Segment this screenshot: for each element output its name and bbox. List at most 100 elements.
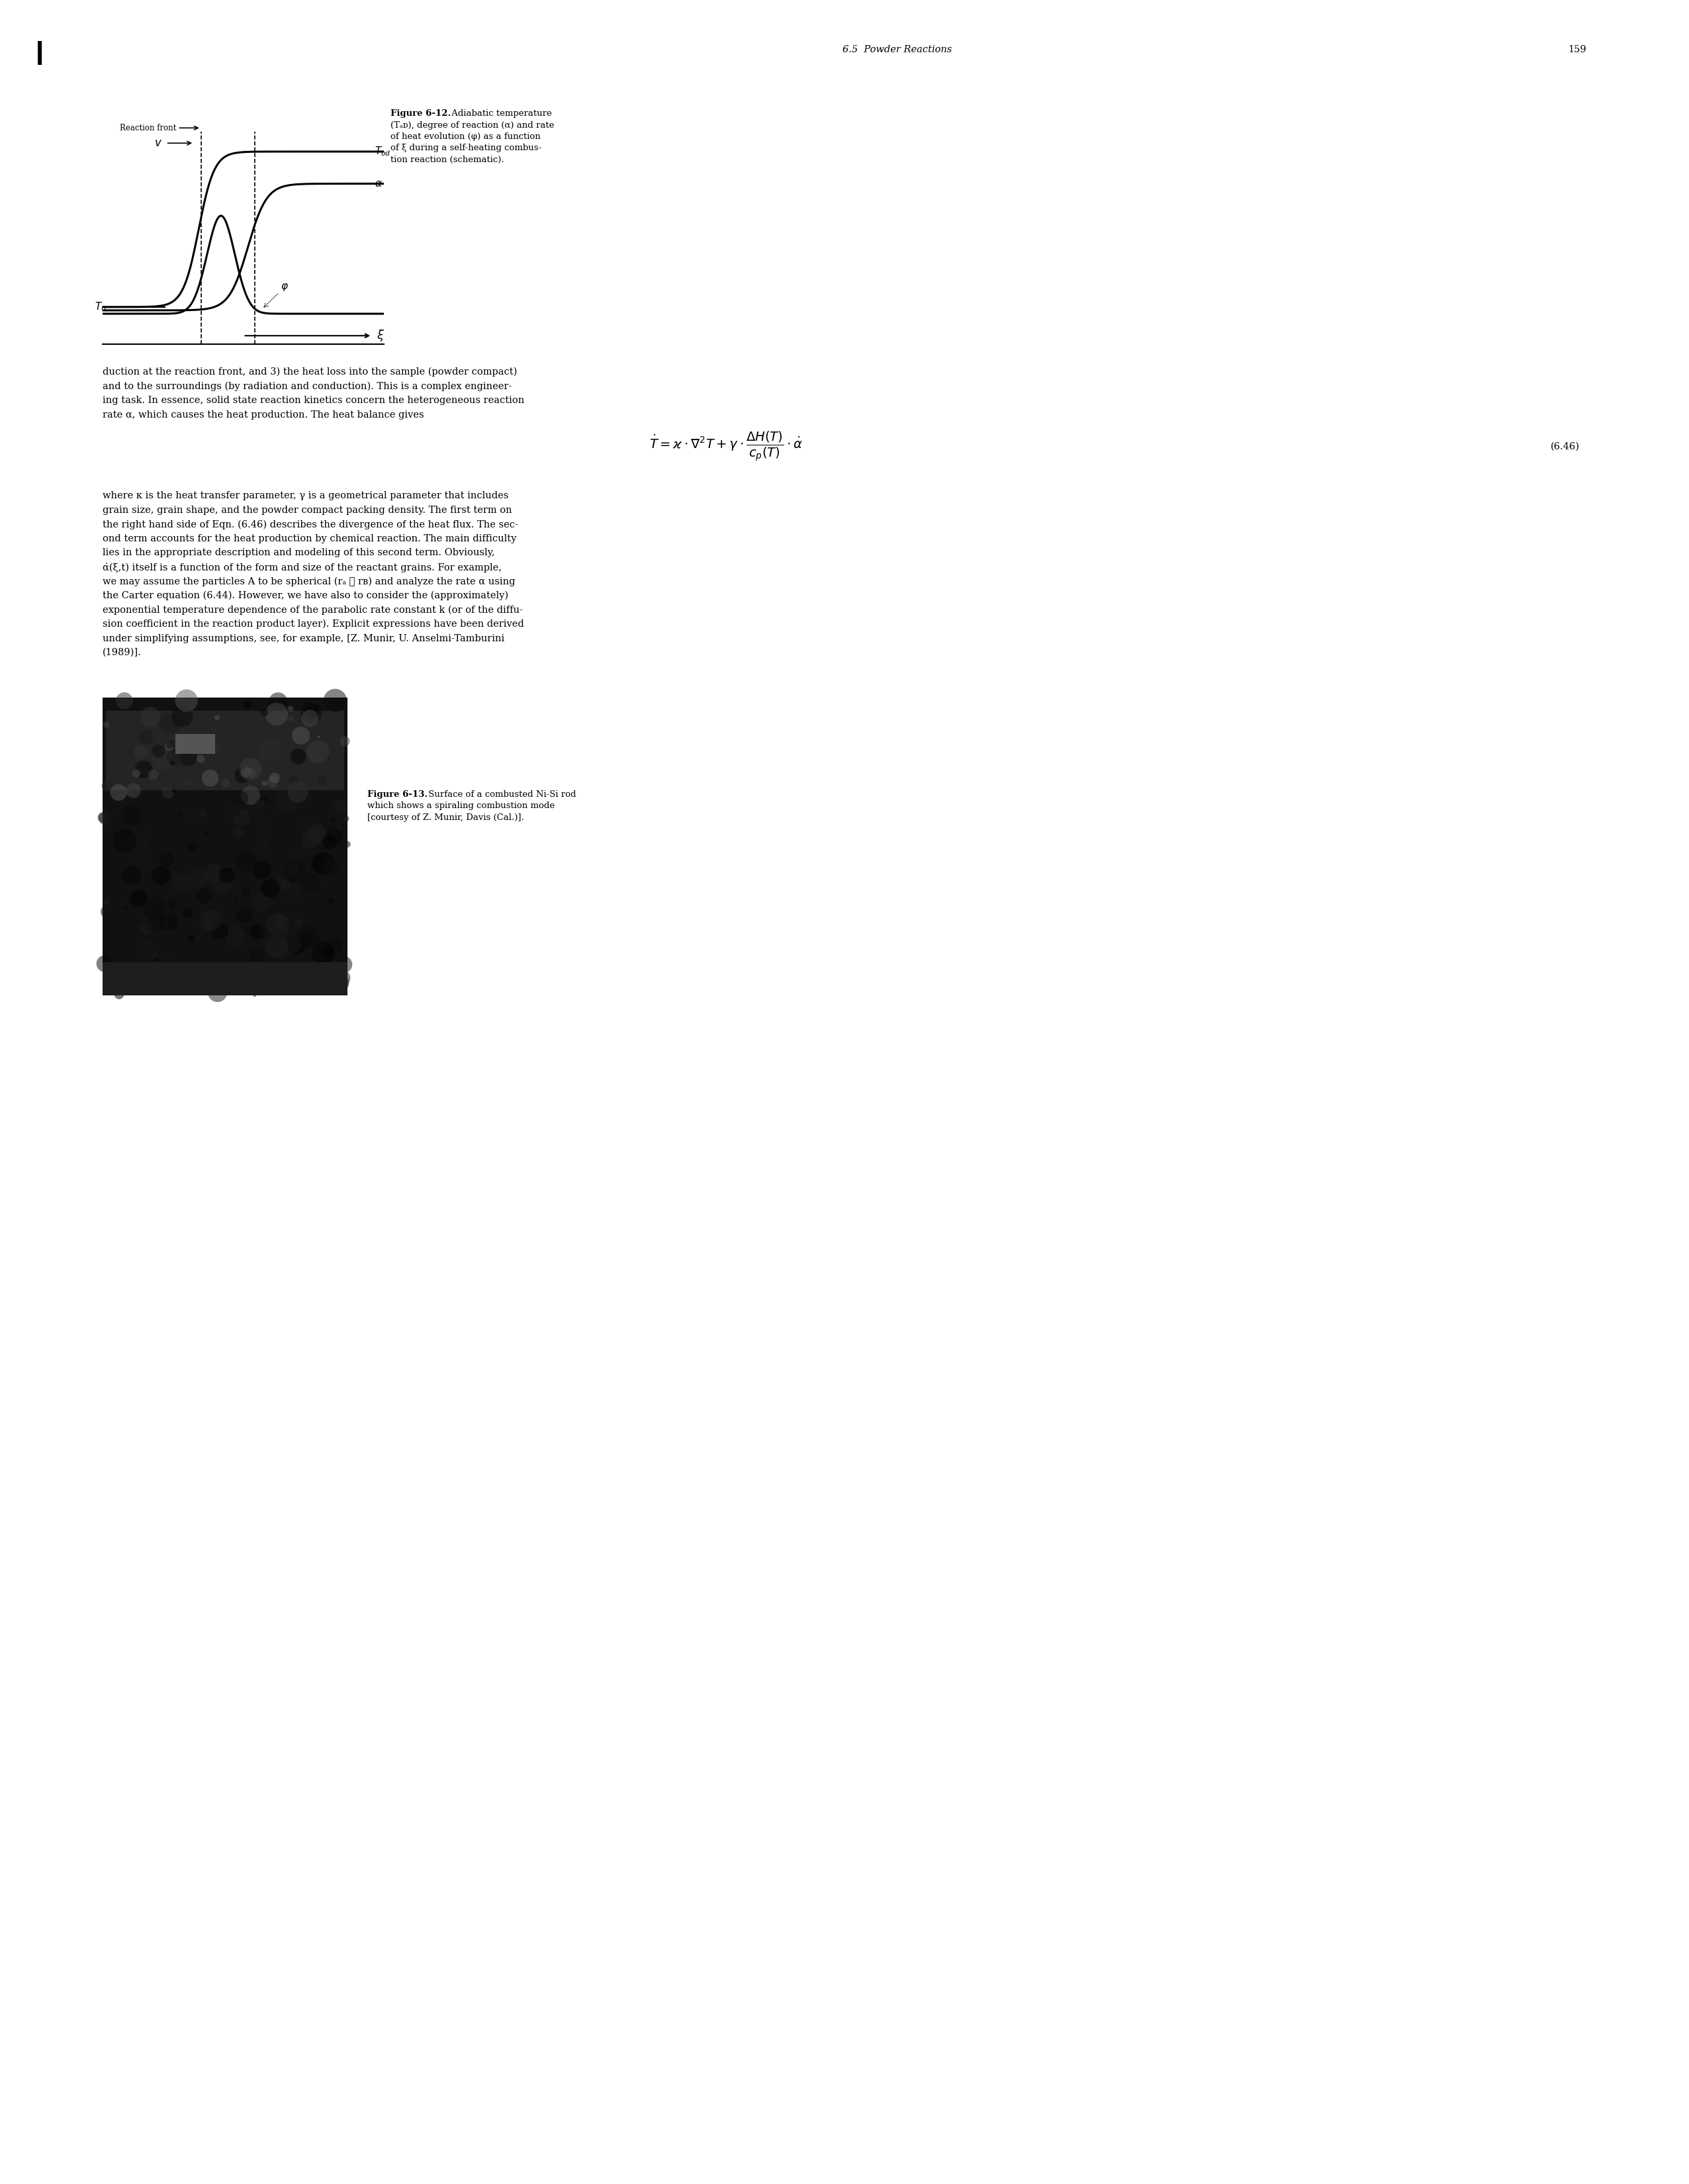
Circle shape [149, 769, 159, 780]
Circle shape [171, 760, 174, 764]
Circle shape [236, 906, 252, 924]
Circle shape [176, 810, 182, 817]
Circle shape [96, 954, 113, 972]
Circle shape [172, 788, 176, 793]
Circle shape [297, 860, 307, 869]
Text: $\varphi$: $\varphi$ [263, 282, 289, 308]
Bar [176, 734, 215, 753]
Text: (1989)].: (1989)]. [103, 649, 142, 657]
Circle shape [260, 865, 269, 874]
Bar [103, 963, 348, 996]
Text: Figure 6-13.: Figure 6-13. [367, 791, 427, 799]
Circle shape [172, 874, 193, 893]
Circle shape [187, 935, 196, 943]
Circle shape [326, 898, 334, 904]
Circle shape [331, 817, 334, 821]
Circle shape [167, 740, 174, 749]
Circle shape [269, 692, 287, 712]
Text: and to the surroundings (by radiation and conduction). This is a complex enginee: and to the surroundings (by radiation an… [103, 382, 512, 391]
Circle shape [255, 778, 265, 786]
Circle shape [167, 749, 184, 767]
Circle shape [301, 843, 306, 850]
Circle shape [186, 810, 201, 826]
Circle shape [172, 841, 177, 845]
Circle shape [160, 965, 182, 987]
Circle shape [318, 736, 321, 738]
Circle shape [294, 917, 302, 928]
Circle shape [301, 874, 321, 893]
Circle shape [233, 791, 248, 806]
Circle shape [193, 898, 199, 904]
Circle shape [159, 852, 174, 867]
Circle shape [334, 970, 350, 985]
Text: Adiabatic temperature: Adiabatic temperature [449, 109, 552, 118]
Circle shape [201, 769, 220, 786]
Circle shape [204, 865, 223, 882]
Circle shape [294, 852, 301, 858]
Circle shape [159, 712, 181, 734]
Circle shape [186, 780, 193, 786]
Circle shape [307, 823, 326, 843]
Circle shape [203, 830, 209, 836]
Circle shape [324, 828, 343, 845]
Circle shape [263, 795, 270, 802]
Circle shape [117, 692, 133, 710]
Bar [103, 697, 348, 996]
Circle shape [274, 939, 279, 946]
Text: which shows a spiraling combustion mode: which shows a spiraling combustion mode [367, 802, 554, 810]
Circle shape [187, 976, 199, 989]
Circle shape [248, 970, 253, 974]
Circle shape [201, 810, 206, 817]
Text: lies in the appropriate description and modeling of this second term. Obviously,: lies in the appropriate description and … [103, 548, 495, 557]
Text: the Carter equation (6.44). However, we have also to consider the (approximately: the Carter equation (6.44). However, we … [103, 592, 508, 601]
Circle shape [149, 826, 152, 830]
Circle shape [265, 915, 279, 928]
Circle shape [225, 804, 240, 819]
Circle shape [242, 767, 252, 778]
Circle shape [301, 933, 314, 946]
Circle shape [311, 852, 334, 876]
Circle shape [196, 756, 204, 762]
Circle shape [204, 839, 228, 863]
Circle shape [326, 937, 343, 954]
Text: ing task. In essence, solid state reaction kinetics concern the heterogeneous re: ing task. In essence, solid state reacti… [103, 395, 524, 404]
Circle shape [103, 900, 110, 904]
Circle shape [260, 919, 279, 937]
Circle shape [135, 760, 152, 778]
Circle shape [211, 922, 228, 939]
Circle shape [221, 780, 230, 788]
Text: ond term accounts for the heat production by chemical reaction. The main difficu: ond term accounts for the heat productio… [103, 535, 517, 544]
Circle shape [152, 933, 166, 948]
Text: duction at the reaction front, and 3) the heat loss into the sample (powder comp: duction at the reaction front, and 3) th… [103, 367, 517, 378]
Circle shape [267, 775, 279, 788]
Text: where κ is the heat transfer parameter, γ is a geometrical parameter that includ: where κ is the heat transfer parameter, … [103, 491, 508, 500]
Text: rate α, which causes the heat production. The heat balance gives: rate α, which causes the heat production… [103, 411, 424, 419]
Circle shape [103, 721, 110, 727]
Circle shape [345, 841, 351, 847]
Circle shape [301, 828, 321, 847]
Text: Surface of a combusted Ni-Si rod: Surface of a combusted Ni-Si rod [426, 791, 576, 799]
Circle shape [215, 714, 220, 721]
Circle shape [274, 913, 287, 928]
Circle shape [258, 738, 282, 762]
Circle shape [240, 972, 258, 989]
Circle shape [282, 985, 285, 989]
Circle shape [208, 983, 228, 1002]
Circle shape [149, 834, 162, 847]
Text: the right hand side of Eqn. (6.46) describes the divergence of the heat flux. Th: the right hand side of Eqn. (6.46) descr… [103, 520, 519, 529]
Circle shape [284, 863, 304, 882]
Circle shape [133, 745, 149, 760]
Circle shape [262, 878, 280, 898]
Circle shape [296, 817, 314, 834]
Circle shape [138, 922, 150, 935]
Circle shape [257, 819, 265, 826]
Circle shape [248, 710, 257, 719]
Text: under simplifying assumptions, see, for example, [Z. Munir, U. Anselmi-Tamburini: under simplifying assumptions, see, for … [103, 633, 505, 642]
Circle shape [176, 690, 198, 712]
Circle shape [159, 911, 179, 930]
Text: $v$: $v$ [154, 138, 162, 149]
Circle shape [132, 769, 140, 778]
Circle shape [334, 799, 348, 812]
Circle shape [122, 865, 142, 885]
Circle shape [304, 703, 319, 719]
